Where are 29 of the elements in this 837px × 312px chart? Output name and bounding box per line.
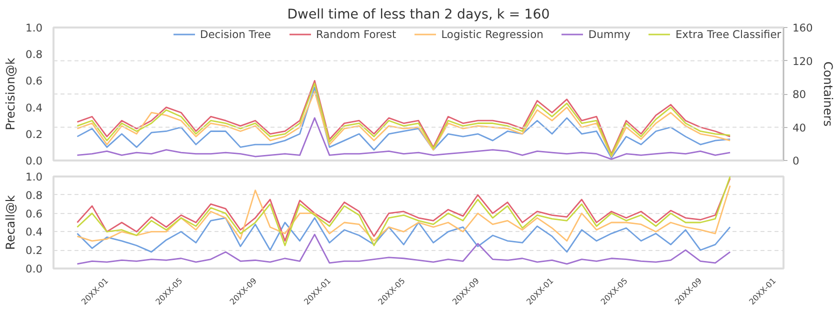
y2-tick-label: 160 — [792, 22, 814, 34]
line-series — [76, 117, 731, 160]
y-tick-label: 0.0 — [26, 154, 43, 168]
y-tick-label: 0.6 — [26, 74, 43, 88]
y-tick-label: 0.4 — [26, 101, 43, 114]
y-tick-label: 0.4 — [26, 226, 43, 239]
line-series — [76, 234, 731, 265]
y2-axis-title: Containers — [820, 62, 835, 126]
y-tick-label: 0.2 — [26, 128, 43, 141]
y-tick-label: 0.8 — [26, 48, 43, 62]
legend-label: Random Forest — [316, 28, 396, 40]
legend-label: Dummy — [588, 28, 630, 40]
y2-tick-label: 120 — [792, 54, 814, 68]
y-tick-label: 1.0 — [26, 170, 43, 184]
y2-tick-label: 80 — [792, 88, 806, 101]
y-tick-label: 0.6 — [26, 207, 43, 220]
y-axis-title: Recall@k — [4, 195, 18, 250]
chart-title: Dwell time of less than 2 days, k = 160 — [287, 8, 550, 22]
y-tick-label: 0.2 — [26, 244, 43, 258]
legend-label: Extra Tree Classifier — [675, 28, 782, 40]
y-axis-title: Precision@k — [4, 58, 18, 130]
line-series — [76, 217, 731, 253]
y-tick-label: 1.0 — [26, 22, 43, 34]
legend-label: Logistic Regression — [441, 28, 544, 40]
y2-tick-label: 40 — [792, 121, 806, 134]
y-tick-label: 0.8 — [26, 188, 43, 202]
y-tick-label: 0.0 — [26, 262, 43, 276]
legend-label: Decision Tree — [200, 28, 271, 40]
y2-tick-label: 0 — [792, 154, 800, 168]
